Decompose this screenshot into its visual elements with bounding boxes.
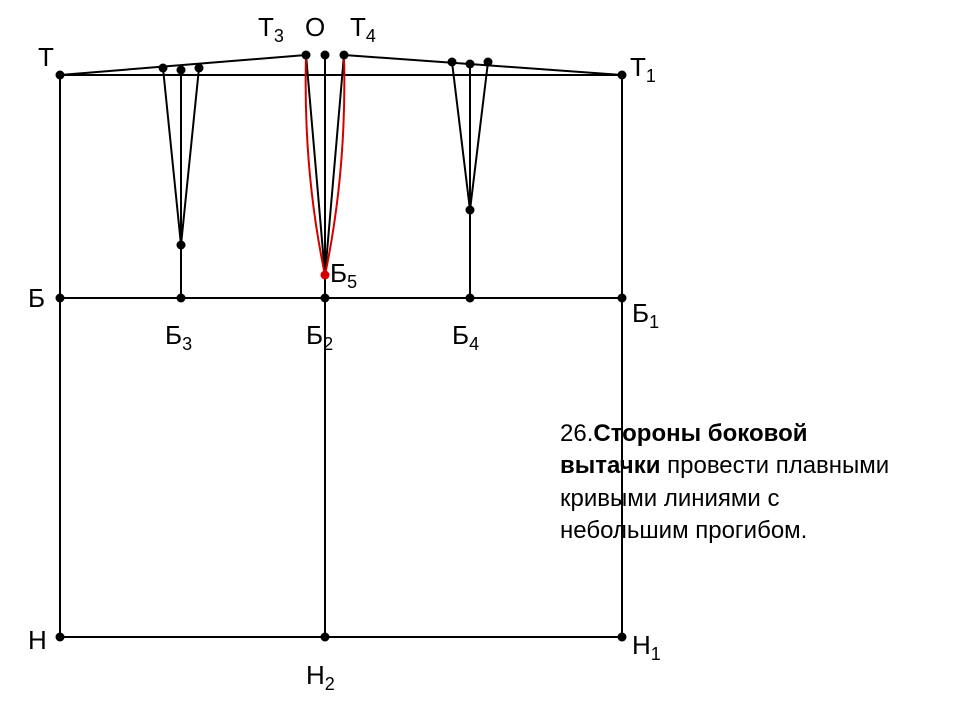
pattern-diagram: [0, 0, 960, 720]
caption-bold-1: Стороны: [593, 420, 707, 447]
step-caption: 26.Стороны боковой вытачки провести плав…: [560, 418, 900, 548]
point-label-T4: Т4: [350, 12, 376, 47]
point-label-B2: Б2: [306, 320, 333, 355]
point-label-B: Б: [28, 283, 45, 314]
caption-number: 26.: [560, 420, 593, 447]
point-label-B5: Б5: [330, 258, 357, 293]
point-label-H1: Н1: [632, 630, 661, 665]
point-label-B3: Б3: [165, 320, 192, 355]
point-label-B1: Б1: [632, 298, 659, 333]
point-label-O: О: [305, 12, 325, 43]
point-label-T: Т: [38, 42, 54, 73]
point-label-B4: Б4: [452, 320, 479, 355]
point-label-H: Н: [28, 625, 47, 656]
point-label-T3: Т3: [258, 12, 284, 47]
point-label-T1: Т1: [630, 52, 656, 87]
point-label-H2: Н2: [306, 660, 335, 695]
